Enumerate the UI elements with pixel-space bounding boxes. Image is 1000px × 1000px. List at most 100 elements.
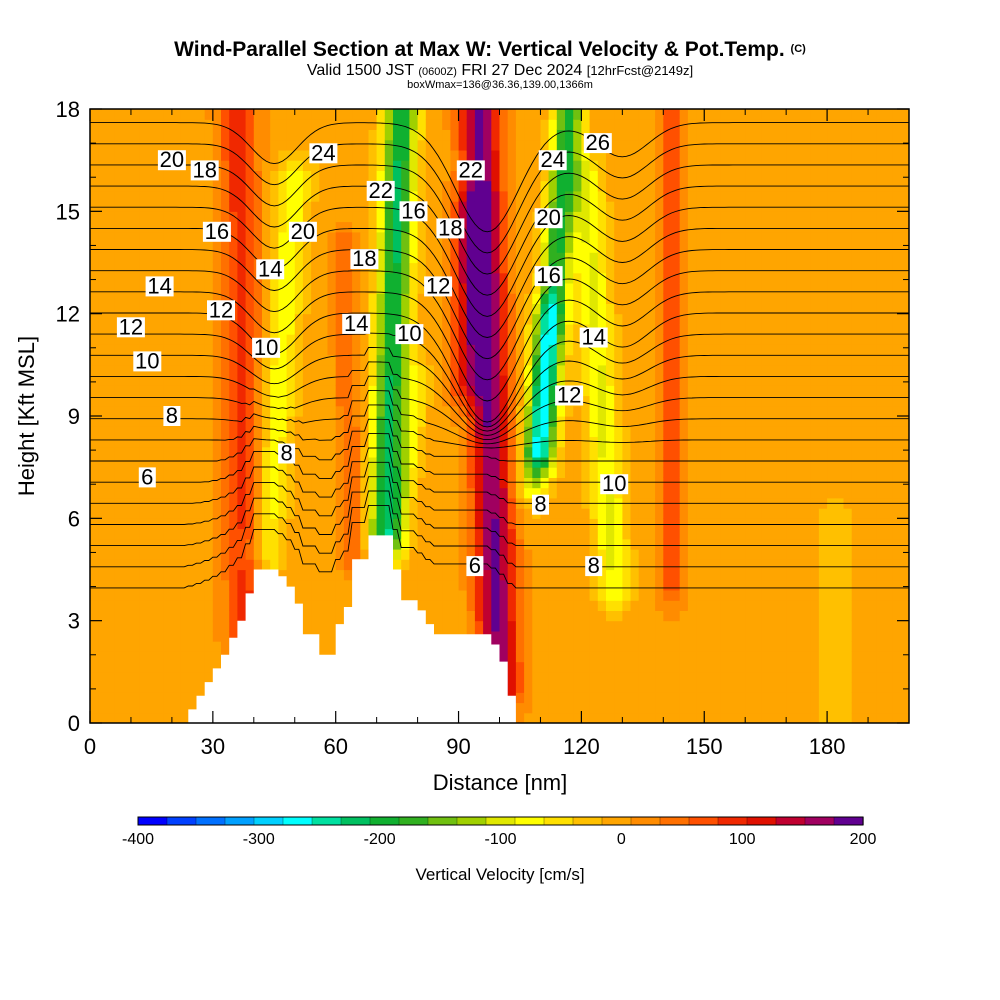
velocity-cell xyxy=(737,364,746,376)
velocity-cell xyxy=(515,211,525,223)
velocity-cell xyxy=(212,211,222,223)
velocity-cell xyxy=(581,231,591,243)
velocity-cell xyxy=(720,579,730,591)
velocity-cell xyxy=(327,620,337,632)
velocity-cell xyxy=(376,149,386,161)
velocity-cell xyxy=(122,364,132,376)
velocity-cell xyxy=(671,190,681,202)
velocity-cell xyxy=(712,518,722,530)
velocity-cell xyxy=(212,364,222,376)
velocity-cell xyxy=(122,252,132,264)
velocity-cell xyxy=(139,579,148,591)
velocity-cell xyxy=(515,712,525,723)
velocity-cell xyxy=(761,446,771,458)
velocity-cell xyxy=(728,569,738,581)
velocity-cell xyxy=(327,262,337,274)
velocity-cell xyxy=(753,283,763,294)
velocity-cell xyxy=(130,170,140,182)
velocity-cell xyxy=(646,252,656,264)
velocity-cell xyxy=(139,283,148,294)
velocity-cell xyxy=(720,344,730,356)
velocity-cell xyxy=(434,538,443,550)
velocity-cell xyxy=(90,344,99,356)
velocity-cell xyxy=(720,712,730,723)
velocity-cell xyxy=(147,119,157,130)
velocity-cell xyxy=(327,518,337,530)
velocity-cell xyxy=(368,426,378,437)
velocity-cell xyxy=(540,692,550,704)
velocity-cell xyxy=(507,313,517,325)
velocity-cell xyxy=(319,252,329,264)
velocity-cell xyxy=(556,119,566,130)
velocity-cell xyxy=(507,334,517,345)
velocity-cell xyxy=(720,590,730,601)
velocity-cell xyxy=(196,579,206,591)
velocity-cell xyxy=(606,364,615,376)
velocity-cell xyxy=(597,467,607,478)
velocity-cell xyxy=(556,129,566,141)
velocity-cell xyxy=(753,160,763,171)
velocity-cell xyxy=(565,262,574,274)
velocity-cell xyxy=(581,405,591,417)
velocity-cell xyxy=(491,518,501,530)
velocity-cell xyxy=(737,354,746,366)
velocity-cell xyxy=(147,334,157,345)
velocity-cell xyxy=(507,467,517,478)
velocity-cell xyxy=(524,692,533,704)
velocity-cell xyxy=(139,416,148,427)
velocity-cell xyxy=(565,620,574,632)
velocity-cell xyxy=(548,385,558,397)
velocity-cell xyxy=(507,651,517,663)
velocity-cell xyxy=(302,416,312,427)
velocity-cell xyxy=(130,190,140,202)
velocity-cell xyxy=(737,109,746,120)
velocity-cell xyxy=(311,426,320,437)
velocity-cell xyxy=(507,354,517,366)
velocity-cell xyxy=(737,334,746,345)
velocity-cell xyxy=(458,119,468,130)
velocity-cell xyxy=(589,641,599,652)
velocity-cell xyxy=(565,661,574,673)
velocity-cell xyxy=(343,405,353,417)
velocity-cell xyxy=(589,344,599,356)
velocity-cell xyxy=(720,426,730,437)
velocity-cell xyxy=(507,446,517,458)
velocity-cell xyxy=(597,313,607,325)
velocity-cell xyxy=(384,354,394,366)
velocity-cell xyxy=(491,487,501,499)
velocity-cell xyxy=(614,456,623,468)
velocity-cell xyxy=(196,395,206,407)
velocity-cell xyxy=(155,446,165,458)
velocity-cell xyxy=(147,231,157,243)
velocity-cell xyxy=(417,467,427,478)
velocity-cell xyxy=(294,211,304,223)
velocity-cell xyxy=(245,569,255,581)
velocity-cell xyxy=(352,518,361,530)
velocity-cell xyxy=(114,385,124,397)
velocity-cell xyxy=(589,303,599,315)
velocity-cell xyxy=(245,303,255,315)
velocity-cell xyxy=(188,641,198,652)
velocity-cell xyxy=(581,262,591,274)
velocity-cell xyxy=(106,416,116,427)
velocity-cell xyxy=(745,569,754,581)
velocity-cell xyxy=(384,497,394,509)
velocity-cell xyxy=(663,313,673,325)
velocity-cell xyxy=(130,416,140,427)
velocity-cell xyxy=(548,671,558,683)
velocity-cell xyxy=(245,272,255,284)
velocity-cell xyxy=(606,446,615,458)
velocity-cell xyxy=(147,712,157,723)
velocity-cell xyxy=(474,211,484,223)
velocity-cell xyxy=(163,508,173,519)
velocity-cell xyxy=(319,303,329,315)
velocity-cell xyxy=(335,579,345,591)
velocity-cell xyxy=(458,149,468,161)
velocity-cell xyxy=(343,252,353,264)
velocity-cell xyxy=(712,170,722,182)
velocity-cell xyxy=(114,661,124,673)
velocity-cell xyxy=(606,630,615,642)
velocity-cell xyxy=(253,364,263,376)
velocity-cell xyxy=(663,323,673,335)
velocity-cell xyxy=(311,242,320,253)
